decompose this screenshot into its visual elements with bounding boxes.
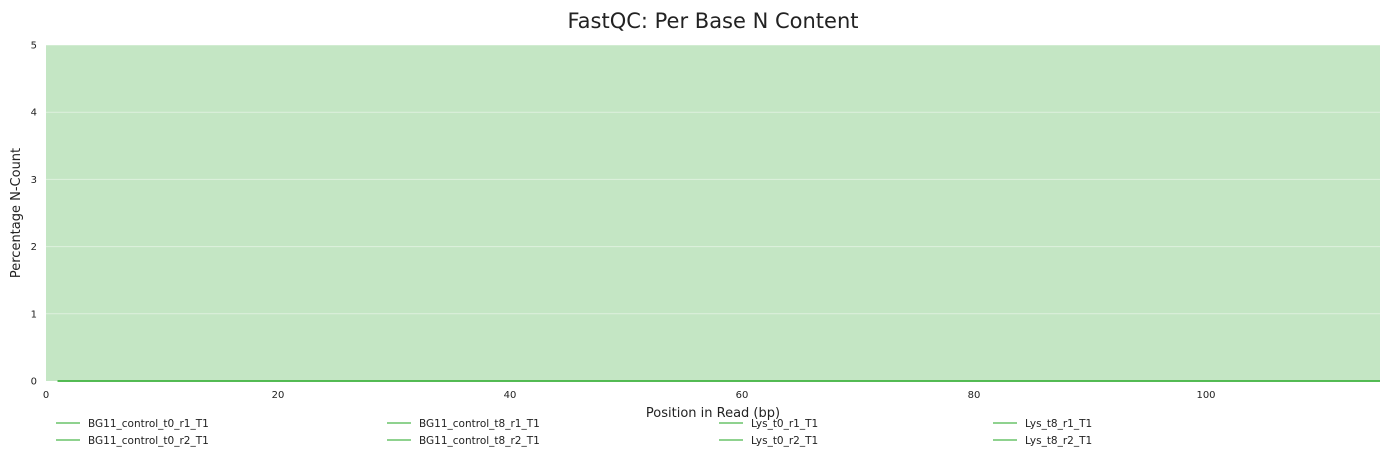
x-tick-label: 100 xyxy=(1196,390,1215,401)
legend-entry: Lys_t8_r2_T1 xyxy=(1025,435,1092,447)
y-tick-label: 3 xyxy=(31,175,37,186)
x-tick-label: 40 xyxy=(504,390,517,401)
y-axis-ticks: 0 1 2 3 4 5 xyxy=(31,41,37,388)
y-axis-label: Percentage N-Count xyxy=(9,148,24,278)
grid-lines xyxy=(46,44,1380,315)
y-tick-label: 2 xyxy=(31,242,37,253)
legend-entry: BG11_control_t8_r2_T1 xyxy=(419,435,540,447)
legend: BG11_control_t0_r1_T1 BG11_control_t0_r2_… xyxy=(56,418,1092,447)
legend-entry: Lys_t0_r1_T1 xyxy=(751,418,818,430)
y-tick-label: 5 xyxy=(31,41,37,52)
y-tick-label: 1 xyxy=(31,309,37,320)
y-tick-label: 4 xyxy=(31,108,37,119)
x-tick-label: 0 xyxy=(43,390,49,401)
y-tick-label: 0 xyxy=(31,377,37,388)
plot-background-band xyxy=(46,45,1380,381)
legend-entry: BG11_control_t0_r1_T1 xyxy=(88,418,209,430)
x-tick-label: 20 xyxy=(272,390,285,401)
legend-entry: Lys_t0_r2_T1 xyxy=(751,435,818,447)
x-axis-ticks: 0 20 40 60 80 100 xyxy=(43,390,1216,401)
legend-entry: BG11_control_t8_r1_T1 xyxy=(419,418,540,430)
x-axis-label: Position in Read (bp) xyxy=(646,406,780,421)
legend-entry: BG11_control_t0_r2_T1 xyxy=(88,435,209,447)
x-tick-label: 80 xyxy=(968,390,981,401)
chart-title: FastQC: Per Base N Content xyxy=(568,9,859,33)
legend-entry: Lys_t8_r1_T1 xyxy=(1025,418,1092,430)
x-tick-label: 60 xyxy=(736,390,749,401)
